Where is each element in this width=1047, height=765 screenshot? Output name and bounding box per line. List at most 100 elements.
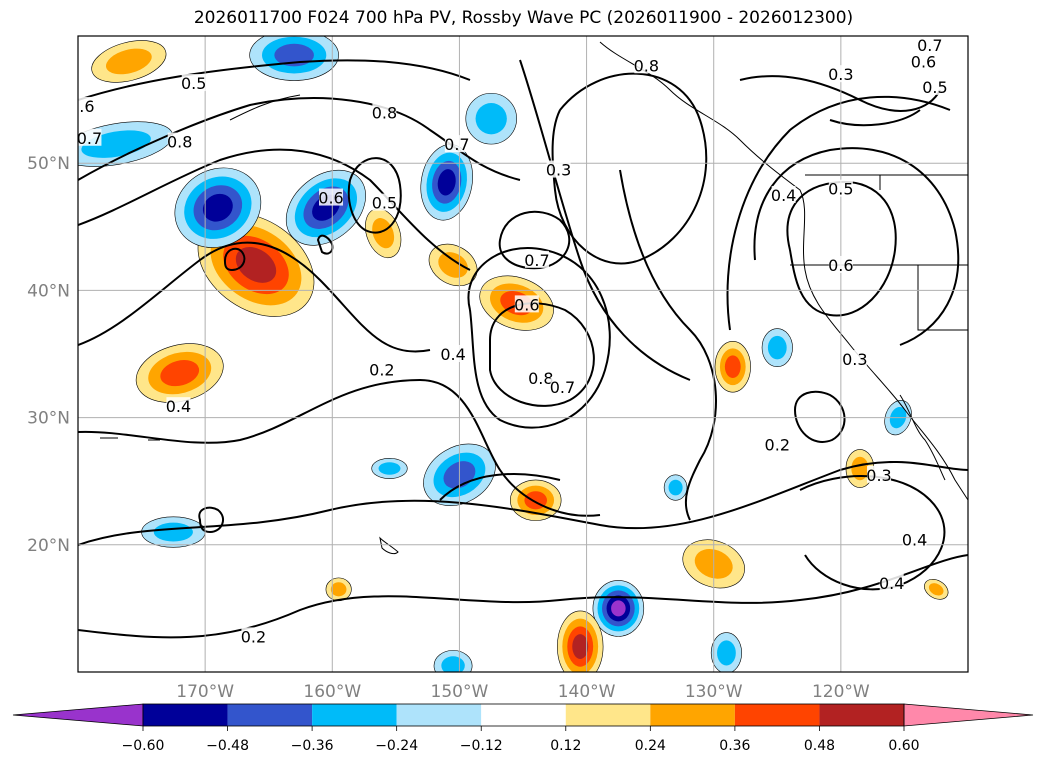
- contour-label-background: [550, 378, 575, 396]
- colorbar-segment: [312, 704, 397, 726]
- contour-label: 0.4: [166, 397, 191, 416]
- latitude-tick-label: 30°N: [27, 409, 70, 429]
- contour-label: 0.3: [842, 350, 867, 369]
- contour-label-background: [867, 465, 891, 483]
- map-title: 2026011700 F024 700 hPa PV, Rossby Wave …: [193, 8, 854, 28]
- contour-label-background: [902, 530, 927, 548]
- coastlines: [100, 41, 968, 555]
- negative-anomaly-area: [274, 43, 314, 67]
- negative-anomaly-area: [717, 640, 736, 666]
- colorbar-segment: [396, 704, 482, 726]
- colorbar-tick-label: 0.60: [888, 738, 919, 754]
- contour-label-background: [922, 77, 947, 95]
- latitude-tick-label: 20°N: [27, 536, 70, 556]
- colorbar-extend-max: [903, 703, 1034, 727]
- positive-anomaly-area: [928, 583, 944, 596]
- contour-label: 0.6: [911, 52, 936, 71]
- contour-label: 0.6: [514, 295, 539, 314]
- contour-label: 0.5: [922, 78, 947, 97]
- contour-label-background: [369, 360, 394, 378]
- colorbar-tick-label: 0.36: [719, 738, 750, 754]
- contour-label-background: [372, 103, 397, 121]
- contour-label: 0.7: [524, 251, 549, 270]
- contour-label: 0.4: [771, 186, 796, 205]
- contour-label-background: [167, 132, 192, 150]
- colorbar-tick-label: −0.36: [291, 738, 334, 754]
- contour-label-background: [828, 255, 853, 273]
- colorbar-frame: [142, 703, 905, 727]
- contour-label-background: [181, 74, 206, 92]
- negative-anomaly-area: [202, 193, 233, 222]
- contour-label-background: [828, 65, 853, 83]
- longitude-tick-label: 170°W: [176, 682, 234, 702]
- contour-label-background: [78, 128, 102, 146]
- contour-label: 0.4: [902, 531, 927, 550]
- colorbar-segment: [819, 704, 904, 726]
- colorbar-tick-label: −0.60: [122, 738, 165, 754]
- contour-label: 0.4: [879, 574, 904, 593]
- colorbar: −0.60 −0.48 −0.36 −0.24 −0.12 0.12 0.24 0.36 0.4…: [12, 703, 1034, 754]
- colorbar-tick-label: −0.12: [460, 738, 503, 754]
- colorbar-segment: [143, 704, 228, 726]
- contour-label-background: [514, 295, 539, 313]
- contour-labels: 0.50.60.7 0.80.80.70.6 0.50.30.70.60.40.2 0…: [69, 36, 948, 646]
- longitude-tick-label: 150°W: [431, 682, 489, 702]
- contour-label: 0.6: [69, 97, 94, 116]
- colorbar-tick-label: 0.12: [550, 738, 581, 754]
- negative-anomaly-area: [611, 600, 626, 617]
- contour-label: 0.3: [828, 65, 853, 84]
- contour-label-background: [524, 250, 549, 268]
- colorbar-segment: [227, 704, 313, 726]
- contour-label: 0.5: [372, 194, 397, 213]
- latitude-tick-label: 40°N: [27, 281, 70, 301]
- negative-anomaly-area: [475, 103, 507, 135]
- colorbar-tick-label: −0.24: [375, 738, 418, 754]
- longitude-tick-label: 160°W: [303, 682, 361, 702]
- contour-label: 0.3: [546, 161, 571, 180]
- negative-anomaly-area: [153, 522, 193, 542]
- positive-anomaly-area: [330, 582, 347, 597]
- contour-label: 0.8: [528, 369, 553, 388]
- contour-label-background: [546, 160, 571, 178]
- contour-label-background: [241, 627, 266, 645]
- contour-label: 0.7: [444, 135, 469, 154]
- longitude-tick-label: 140°W: [558, 682, 616, 702]
- longitude-tick-label: 120°W: [812, 682, 870, 702]
- contour-label: 0.8: [372, 103, 397, 122]
- pv-contour-lines: [78, 59, 968, 639]
- contour-label-background: [917, 36, 942, 53]
- contour-label: 0.8: [634, 56, 659, 75]
- contour-label-background: [528, 369, 553, 387]
- positive-anomaly-area: [724, 355, 741, 379]
- contour-label: 0.6: [828, 256, 853, 275]
- contour-label-background: [879, 573, 904, 591]
- contour-label: 0.5: [828, 180, 853, 199]
- contour-label-background: [765, 435, 790, 453]
- contour-label-background: [319, 188, 344, 206]
- contour-label-background: [444, 135, 469, 153]
- contour-label: 0.8: [167, 133, 192, 152]
- negative-anomaly-area: [767, 335, 787, 360]
- contour-label-background: [372, 193, 397, 211]
- colorbar-segment: [650, 704, 735, 726]
- contour-label-background: [842, 350, 867, 368]
- colorbar-tick-label: 0.24: [635, 738, 666, 754]
- positive-anomaly-area: [438, 252, 468, 278]
- contour-label: 0.4: [440, 345, 465, 364]
- positive-anomaly-area: [851, 456, 869, 481]
- positive-anomaly-area: [572, 634, 589, 659]
- positive-anomaly-area: [105, 48, 152, 75]
- contour-label: 0.6: [318, 189, 343, 208]
- latitude-tick-label: 50°N: [27, 154, 70, 174]
- contour-label-background: [634, 56, 659, 74]
- contour-label: 0.3: [866, 466, 891, 485]
- contour-label: 0.7: [550, 378, 575, 397]
- contour-label-background: [166, 397, 191, 415]
- contour-label: 0.5: [181, 74, 206, 93]
- contour-label: 0.2: [369, 360, 394, 379]
- colorbar-extend-min: [12, 703, 144, 727]
- colorbar-segment: [734, 704, 820, 726]
- positive-anomaly-area: [160, 360, 200, 387]
- colorbar-segment: [565, 704, 651, 726]
